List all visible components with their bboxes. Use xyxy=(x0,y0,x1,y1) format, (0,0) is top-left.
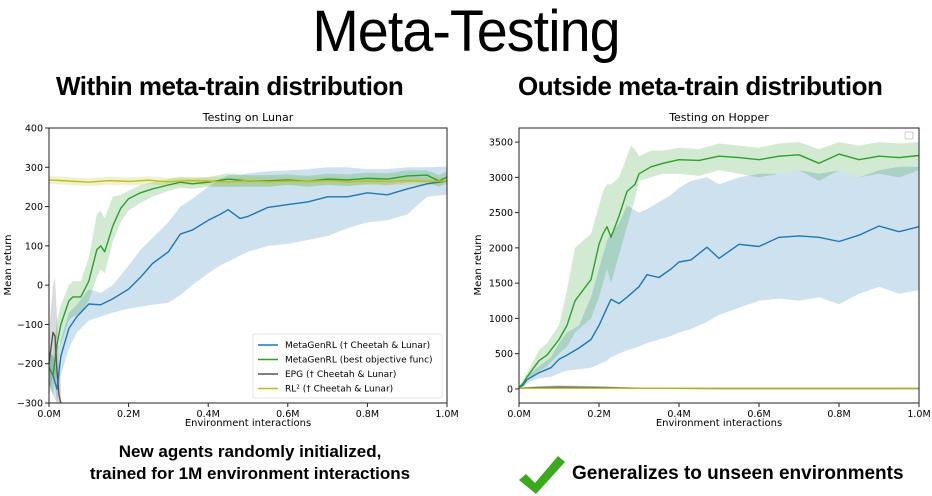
y-tick-label: 3500 xyxy=(489,138,513,149)
lunar-chart: Testing on Lunar 0.0M 0.2M 0.4M 0.6M 0.8M 1.0… xyxy=(3,111,459,429)
y-tick-label: 1500 xyxy=(489,279,513,290)
x-tick-label: 0.6M xyxy=(276,409,299,420)
left-caption-line1: New agents randomly initialized, xyxy=(118,442,382,461)
left-caption: New agents randomly initialized, trained… xyxy=(60,441,440,485)
y-tick-label: −300 xyxy=(17,399,43,410)
series-line-1 xyxy=(48,174,448,377)
legend-label: MetaGenRL († Cheetah & Lunar) xyxy=(285,341,430,351)
y-axis-ticks: 0 500 1000 1500 2000 2500 3000 3500 xyxy=(489,138,519,395)
y-tick-label: 3000 xyxy=(489,173,513,184)
x-tick-label: 0.0M xyxy=(507,409,530,420)
series-line-0 xyxy=(518,225,920,389)
legend-label: MetaGenRL (best objective func) xyxy=(285,356,433,366)
right-section-heading: Outside meta-train distribution xyxy=(518,71,883,101)
left-caption-line2: trained for 1M environment interactions xyxy=(89,464,411,483)
y-tick-label: 0 xyxy=(37,281,43,292)
y-tick-label: 100 xyxy=(25,241,43,252)
checkmark-icon xyxy=(519,456,565,494)
series-line-3 xyxy=(48,179,448,183)
y-tick-label: 0 xyxy=(507,384,513,395)
hopper-chart: Testing on Hopper 0.0M 0.2M 0.4M 0.6M 0.8M 1.… xyxy=(473,111,931,429)
page-title: Meta-Testing xyxy=(312,0,620,64)
x-axis-ticks: 0.0M 0.2M 0.4M 0.6M 0.8M 1.0M xyxy=(37,403,459,420)
confidence-bands xyxy=(519,142,919,389)
left-section-heading: Within meta-train distribution xyxy=(56,71,404,101)
x-tick-label: 0.8M xyxy=(827,409,850,420)
series-lines xyxy=(518,153,920,390)
y-axis-label: Mean return xyxy=(473,234,484,295)
legend-label: RL² († Cheetah & Lunar) xyxy=(285,385,393,395)
y-tick-label: 2000 xyxy=(489,243,513,254)
empty-legend-box xyxy=(904,131,914,140)
y-tick-label: 400 xyxy=(25,124,43,135)
y-axis-ticks: −300 −200 −100 0 100 200 300 400 xyxy=(17,124,49,410)
series-line-0 xyxy=(48,180,448,390)
x-tick-label: 0.0M xyxy=(37,409,60,420)
plot-frame xyxy=(518,127,920,404)
plot-frame xyxy=(48,127,448,404)
x-axis-ticks: 0.0M 0.2M 0.4M 0.6M 0.8M 1.0M xyxy=(507,403,931,420)
y-tick-label: 2500 xyxy=(489,208,513,219)
series-line-2 xyxy=(48,331,62,404)
y-tick-label: 200 xyxy=(25,202,43,213)
x-tick-label: 0.2M xyxy=(117,409,140,420)
y-axis-label: Mean return xyxy=(3,234,14,295)
x-axis-label: Environment interactions xyxy=(656,418,782,429)
legend-box xyxy=(252,333,443,399)
y-tick-label: 500 xyxy=(495,349,513,360)
x-tick-label: 0.4M xyxy=(197,409,220,420)
series-line-1 xyxy=(518,153,920,388)
y-tick-label: 1000 xyxy=(489,314,513,325)
confidence-band-0 xyxy=(49,166,447,403)
series-lines xyxy=(48,174,448,404)
chart-title: Testing on Hopper xyxy=(668,111,769,124)
x-tick-label: 0.8M xyxy=(356,409,379,420)
right-caption: Generalizes to unseen environments xyxy=(516,452,904,496)
x-tick-label: 0.2M xyxy=(587,409,610,420)
x-tick-label: 1.0M xyxy=(907,409,930,420)
x-axis-label: Environment interactions xyxy=(185,418,311,429)
y-tick-label: −100 xyxy=(17,320,43,331)
legend: MetaGenRL († Cheetah & Lunar) MetaGenRL (… xyxy=(252,333,443,399)
right-caption-text: Generalizes to unseen environments xyxy=(572,463,904,484)
confidence-band-1 xyxy=(519,142,919,389)
legend-label: EPG († Cheetah & Lunar) xyxy=(285,370,396,380)
y-tick-label: 300 xyxy=(25,163,43,174)
x-tick-label: 0.4M xyxy=(667,409,690,420)
x-tick-label: 0.6M xyxy=(747,409,770,420)
y-tick-label: −200 xyxy=(17,359,43,370)
confidence-band-0 xyxy=(519,166,919,389)
chart-title: Testing on Lunar xyxy=(202,111,294,124)
x-tick-label: 1.0M xyxy=(435,409,458,420)
